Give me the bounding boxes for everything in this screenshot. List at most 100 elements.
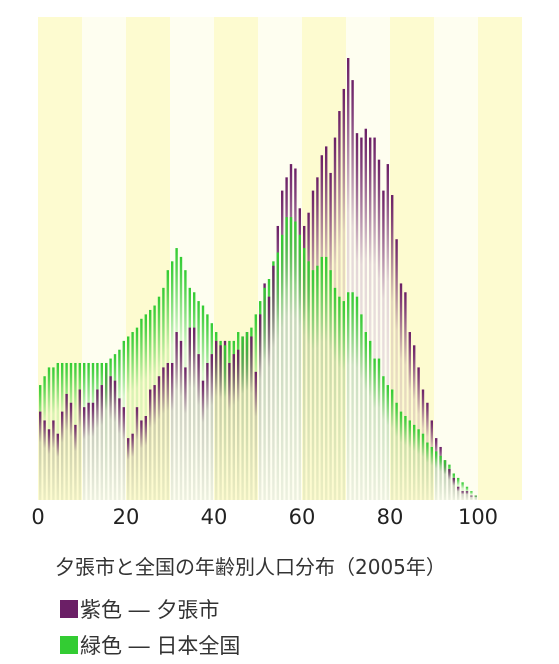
bar-yubari-78 (382, 190, 385, 500)
bar-japan-66 (329, 270, 332, 500)
bar-yubari-18 (118, 398, 121, 500)
bar-yubari-40 (215, 340, 218, 500)
bar-japan-54 (276, 252, 279, 500)
bar-yubari-4 (56, 433, 59, 500)
bar-japan-91 (439, 455, 442, 500)
bar-yubari-34 (188, 327, 191, 500)
bar-yubari-50 (259, 314, 262, 500)
age-band-90 (434, 17, 478, 500)
bar-yubari-35 (193, 327, 196, 500)
age-band-100 (478, 17, 522, 500)
bar-japan-90 (435, 451, 438, 500)
bar-yubari-11 (87, 402, 90, 500)
bar-yubari-97 (465, 491, 469, 500)
bar-japan-84 (408, 420, 411, 500)
bar-japan-65 (325, 256, 328, 500)
bar-japan-83 (404, 416, 407, 500)
bar-japan-77 (377, 358, 381, 500)
legend-item-yubari: 紫色 ― 夕張市 (60, 594, 219, 624)
bar-japan-72 (355, 296, 359, 500)
x-tick-0: 0 (31, 505, 44, 529)
bar-yubari-25 (149, 389, 152, 500)
bar-yubari-7 (69, 402, 73, 500)
bar-yubari-71 (351, 80, 354, 500)
bar-yubari-33 (184, 367, 187, 500)
x-axis-ticks: 0 20 40 60 80 100 (31, 505, 498, 529)
bar-yubari-13 (96, 389, 99, 500)
bar-yubari-53 (272, 265, 275, 500)
bar-yubari-16 (109, 376, 112, 500)
bar-japan-64 (320, 256, 323, 500)
bar-yubari-26 (153, 385, 156, 500)
bar-japan-68 (338, 296, 341, 500)
bar-yubari-3 (52, 420, 55, 500)
bar-yubari-76 (373, 137, 376, 500)
bar-yubari-39 (210, 354, 213, 500)
bar-yubari-81 (395, 239, 398, 500)
bar-yubari-41 (219, 345, 222, 500)
bar-japan-76 (373, 358, 376, 500)
bar-yubari-30 (171, 362, 174, 500)
bar-japan-63 (316, 265, 319, 500)
legend-label-yubari: 紫色 ― 夕張市 (80, 598, 220, 622)
bar-japan-23 (140, 318, 143, 500)
bar-yubari-36 (197, 354, 200, 500)
bar-japan-58 (294, 221, 297, 501)
bar-yubari-10 (83, 407, 86, 500)
bar-japan-75 (369, 340, 372, 500)
bar-japan-42 (223, 345, 227, 500)
legend-label-japan: 緑色 ― 日本全国 (80, 634, 241, 658)
x-tick-80: 80 (377, 505, 404, 529)
bar-yubari-19 (122, 407, 125, 500)
bar-yubari-8 (74, 424, 77, 500)
bar-yubari-95 (457, 486, 460, 500)
bar-japan-21 (131, 332, 134, 500)
chart-caption: 夕張市と全国の年齢別人口分布（2005年） (55, 555, 446, 579)
bar-japan-20 (127, 336, 130, 500)
bar-yubari-93 (448, 469, 451, 500)
bar-japan-88 (426, 442, 429, 500)
bar-japan-69 (342, 301, 345, 500)
bar-yubari-21 (131, 433, 134, 500)
bar-japan-79 (386, 385, 389, 500)
bar-yubari-28 (162, 367, 165, 500)
x-tick-40: 40 (201, 505, 228, 529)
bar-yubari-83 (404, 292, 407, 500)
bar-yubari-24 (144, 416, 147, 500)
bar-yubari-52 (267, 296, 271, 500)
bar-yubari-31 (175, 332, 178, 500)
bar-yubari-0 (39, 411, 42, 500)
bar-yubari-6 (65, 393, 68, 500)
bar-japan-46 (241, 336, 244, 500)
bar-yubari-49 (254, 371, 257, 500)
bar-yubari-14 (100, 385, 103, 500)
bar-yubari-48 (250, 336, 253, 500)
bar-japan-15 (105, 362, 108, 500)
bar-yubari-32 (179, 340, 183, 500)
bar-japan-47 (245, 332, 249, 500)
bar-japan-99 (474, 495, 477, 500)
bar-japan-24 (144, 314, 147, 500)
bar-yubari-43 (228, 362, 231, 500)
bar-yubari-45 (237, 349, 240, 500)
bar-japan-92 (443, 460, 447, 500)
bar-yubari-85 (413, 345, 416, 500)
bar-japan-85 (413, 424, 416, 500)
bar-japan-67 (333, 287, 337, 500)
bar-yubari-27 (157, 376, 161, 500)
bar-yubari-20 (127, 438, 130, 500)
bar-yubari-12 (91, 402, 95, 500)
bar-japan-56 (285, 217, 288, 500)
legend-swatch-purple (60, 600, 78, 618)
bar-japan-62 (311, 270, 315, 500)
bar-series (39, 58, 477, 501)
bar-japan-78 (382, 376, 385, 500)
bar-yubari-29 (166, 362, 169, 500)
bar-japan-74 (364, 332, 367, 500)
bar-japan-61 (307, 261, 310, 500)
bar-yubari-79 (386, 164, 389, 500)
bar-japan-70 (347, 292, 350, 500)
x-tick-20: 20 (113, 505, 140, 529)
bar-japan-87 (421, 433, 425, 500)
bar-japan-71 (351, 292, 354, 500)
